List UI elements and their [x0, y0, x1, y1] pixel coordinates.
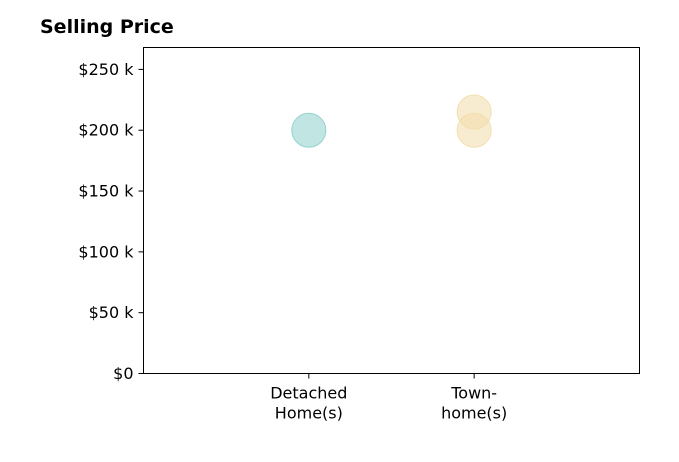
x-tick-label: Town-home(s)	[441, 384, 507, 423]
y-tick-label: $150 k	[78, 182, 134, 201]
y-tick-label: $50 k	[89, 303, 135, 322]
y-tick-label: $200 k	[78, 121, 134, 140]
y-tick-label: $250 k	[78, 60, 134, 79]
x-tick-label: Detached Home(s)	[270, 384, 347, 423]
data-point	[456, 112, 492, 148]
y-tick-label: $100 k	[78, 242, 134, 261]
x-axis: Detached Home(s) Town-home(s)	[270, 373, 507, 423]
plot-frame	[143, 47, 640, 374]
y-axis: $0 $50 k $100 k $150 k $200 k $250 k	[78, 60, 144, 383]
data-point	[291, 112, 327, 148]
y-tick-label: $0	[113, 364, 133, 383]
chart-title: Selling Price	[40, 16, 174, 38]
data-points	[291, 94, 492, 148]
